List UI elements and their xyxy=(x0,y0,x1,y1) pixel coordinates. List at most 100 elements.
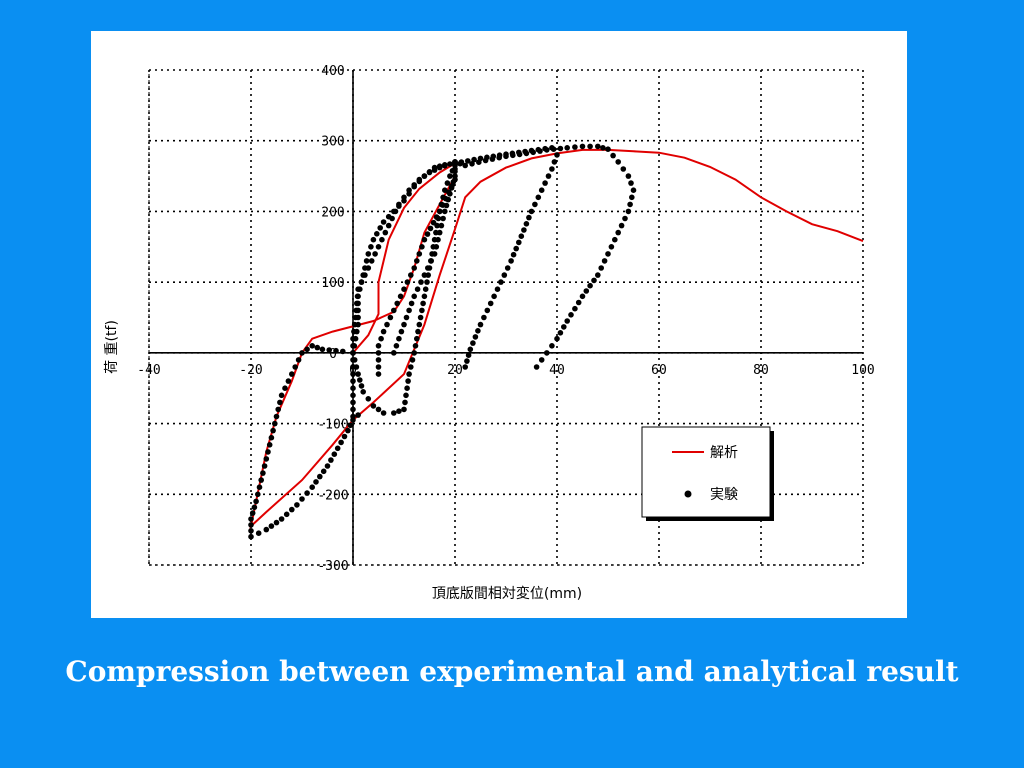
experiment-point xyxy=(503,151,509,157)
experiment-point xyxy=(545,173,552,179)
experiment-point xyxy=(268,523,275,529)
experiment-point xyxy=(572,305,578,312)
experiment-point xyxy=(568,312,574,318)
experiment-point xyxy=(277,399,283,406)
experiment-point xyxy=(408,300,415,307)
plot-frame xyxy=(148,69,864,566)
experiment-point xyxy=(401,321,407,328)
experiment-point xyxy=(351,343,358,349)
experiment-point xyxy=(521,227,527,233)
experiment-point xyxy=(433,214,440,220)
experiment-point xyxy=(249,510,256,516)
experiment-point xyxy=(397,293,404,300)
experiment-point xyxy=(498,279,504,285)
hysteresis-chart: -40 -20 0 20 40 60 80 1004003002001000-100-200-… xyxy=(104,64,875,602)
experiment-point xyxy=(355,307,361,314)
experiment-point xyxy=(554,335,560,342)
experiment-point xyxy=(404,279,411,285)
experiment-point xyxy=(314,344,321,351)
experiment-point xyxy=(355,293,361,300)
experiment-point xyxy=(533,364,540,370)
experiment-point xyxy=(347,422,354,429)
experiment-point xyxy=(414,286,421,292)
experiment-point xyxy=(411,183,418,190)
x-tick-label: 80 xyxy=(753,363,769,378)
experiment-point xyxy=(263,526,270,533)
legend-label: 実験 xyxy=(710,487,738,503)
experiment-point xyxy=(462,364,469,370)
experiment-point xyxy=(465,158,471,164)
experiment-point xyxy=(380,410,387,416)
experiment-point xyxy=(309,343,315,349)
experiment-point xyxy=(385,222,392,229)
experiment-point xyxy=(431,164,438,171)
experiment-point xyxy=(458,159,465,165)
experiment-point xyxy=(401,198,407,204)
experiment-point xyxy=(416,251,423,257)
experiment-point xyxy=(462,162,469,169)
experiment-point xyxy=(422,286,429,292)
experiment-point xyxy=(416,178,423,185)
y-tick-label: 300 xyxy=(321,135,344,150)
experiment-point xyxy=(436,163,443,169)
x-tick-label: -20 xyxy=(239,363,262,378)
experiment-point xyxy=(417,314,424,321)
experiment-point xyxy=(411,265,418,271)
experiment-point xyxy=(375,244,382,250)
experiment-point xyxy=(248,522,254,528)
experiment-point xyxy=(350,357,356,363)
experiment-point xyxy=(406,307,412,314)
experiment-point xyxy=(299,496,305,502)
experiment-point xyxy=(283,511,290,518)
experiment-point xyxy=(436,208,443,215)
experiment-point xyxy=(380,219,387,225)
experiment-point xyxy=(409,357,416,363)
experiment-point xyxy=(433,229,439,236)
experiment-point xyxy=(420,300,426,307)
experiment-point xyxy=(270,427,276,434)
experiment-point xyxy=(248,516,254,522)
experiment-point xyxy=(350,385,356,392)
experiment-point xyxy=(408,272,414,278)
experiment-point xyxy=(465,352,472,359)
experiment-point xyxy=(406,371,412,377)
experiment-point xyxy=(444,180,451,186)
experiment-point xyxy=(326,347,332,353)
experiment-point xyxy=(535,194,542,201)
experiment-point xyxy=(587,143,593,150)
experiment-point xyxy=(481,314,487,321)
experiment-point xyxy=(358,383,365,389)
experiment-point xyxy=(475,328,481,334)
experiment-point xyxy=(365,251,372,257)
experiment-point xyxy=(415,328,421,335)
experiment-point xyxy=(591,277,597,284)
experiment-point xyxy=(452,160,458,167)
experiment-point xyxy=(416,321,423,328)
experiment-point xyxy=(496,152,503,158)
y-tick-label: 200 xyxy=(321,205,344,220)
experiment-point xyxy=(398,328,405,335)
experiment-point xyxy=(340,348,346,355)
experiment-point xyxy=(523,221,530,227)
experiment-point xyxy=(375,357,382,363)
experiment-point xyxy=(467,346,474,353)
experiment-point xyxy=(380,328,387,335)
experiment-point xyxy=(295,357,302,363)
experiment-point xyxy=(333,347,339,354)
experiment-point xyxy=(443,195,449,202)
experiment-point xyxy=(313,479,319,485)
experiment-point xyxy=(404,385,410,392)
chart-panel: -40 -20 0 20 40 60 80 100 400 300 200 100 0 -100 -200-… xyxy=(91,31,907,618)
experiment-point xyxy=(292,364,298,370)
experiment-point xyxy=(477,155,484,162)
experiment-point xyxy=(360,272,367,278)
experiment-point xyxy=(438,222,445,229)
experiment-point xyxy=(350,378,356,384)
experiment-point xyxy=(470,340,476,346)
experiment-point xyxy=(419,244,425,250)
experiment-point xyxy=(255,530,262,536)
experiment-point xyxy=(393,343,400,349)
experiment-point xyxy=(331,451,338,458)
experiment-point xyxy=(484,154,490,161)
experiment-point xyxy=(357,286,363,292)
